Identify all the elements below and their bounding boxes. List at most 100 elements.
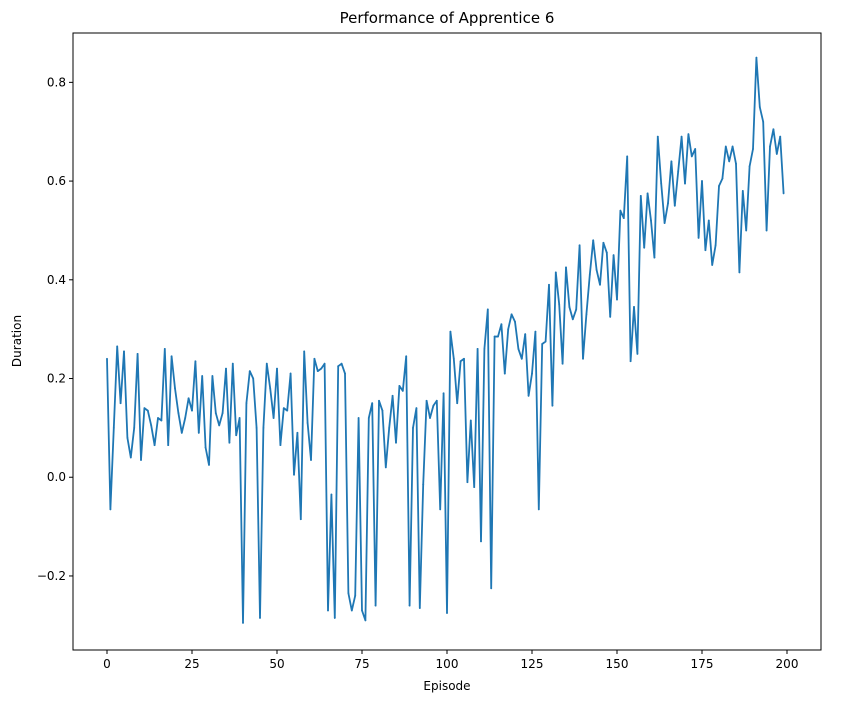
data-point (782, 192, 785, 195)
plot-area (106, 56, 785, 624)
data-point (269, 387, 272, 390)
data-point (194, 360, 197, 363)
data-point (429, 417, 431, 419)
data-point (677, 170, 680, 173)
data-point (109, 508, 112, 511)
data-point (238, 417, 241, 419)
data-point (425, 399, 428, 402)
data-point (265, 362, 268, 365)
y-tick-label: 0.4 (47, 273, 66, 287)
data-point (673, 204, 676, 207)
data-point (231, 362, 234, 365)
data-point (592, 239, 595, 242)
data-point (299, 518, 302, 521)
data-point (517, 348, 520, 350)
data-point (340, 362, 343, 365)
data-point (405, 355, 408, 358)
data-point (439, 508, 442, 511)
data-point (303, 350, 306, 353)
data-point (157, 417, 159, 419)
data-point (153, 444, 156, 447)
data-point (469, 419, 472, 422)
data-point (571, 318, 574, 321)
data-point (452, 357, 455, 360)
x-tick-label: 125 (521, 657, 544, 671)
data-point (724, 145, 727, 148)
data-point (690, 155, 693, 158)
data-point (684, 182, 686, 185)
data-point (548, 283, 550, 286)
data-point (106, 357, 108, 360)
data-point (289, 372, 292, 375)
data-point (711, 264, 714, 266)
data-point (422, 483, 425, 486)
data-point (503, 372, 506, 375)
data-point (408, 604, 411, 607)
data-point (337, 365, 340, 368)
data-point (680, 135, 683, 138)
data-point (639, 194, 642, 197)
data-point (718, 185, 720, 187)
data-point (228, 441, 231, 444)
data-point (731, 145, 734, 148)
x-tick-label: 50 (269, 657, 284, 671)
data-point (772, 128, 775, 131)
data-point (449, 330, 452, 333)
data-point (775, 153, 778, 155)
data-point (282, 407, 285, 410)
data-point (364, 619, 367, 622)
data-point (721, 177, 724, 180)
data-point (636, 352, 639, 355)
data-point (561, 362, 564, 365)
data-point (466, 481, 469, 484)
data-point (752, 148, 754, 150)
data-point (293, 473, 295, 476)
data-point (714, 244, 717, 247)
data-point (357, 417, 360, 419)
data-point (442, 392, 445, 395)
data-point (398, 385, 401, 387)
data-point (126, 436, 129, 439)
data-point (391, 394, 394, 397)
data-point (493, 335, 496, 338)
data-point (650, 219, 652, 222)
data-point (133, 426, 136, 429)
data-point (432, 404, 435, 407)
data-point (588, 273, 591, 276)
y-axis-label: Duration (10, 315, 24, 367)
data-point (582, 357, 584, 360)
data-point (741, 190, 744, 192)
data-point (333, 617, 336, 619)
data-point (667, 202, 669, 205)
data-point (602, 241, 605, 244)
data-point (568, 306, 571, 308)
data-point (344, 372, 346, 375)
data-point (435, 399, 438, 402)
data-point (214, 412, 217, 414)
data-point (609, 315, 612, 318)
data-point (507, 328, 510, 331)
data-point (163, 348, 166, 350)
data-point (575, 308, 578, 311)
data-point (167, 444, 170, 447)
data-point (412, 426, 414, 429)
data-point (446, 612, 448, 614)
data-point (170, 355, 173, 358)
data-point (208, 464, 210, 466)
data-point (765, 229, 768, 232)
data-point (191, 409, 193, 412)
y-axis: −0.2 0.0 0.2 0.4 0.6 0.8 (37, 75, 73, 583)
data-point (646, 192, 649, 195)
data-point (320, 367, 323, 370)
data-point (694, 148, 697, 150)
data-point (762, 120, 765, 123)
data-point (459, 360, 462, 363)
data-point (748, 165, 751, 168)
data-point (500, 323, 503, 326)
data-point (415, 407, 418, 410)
data-point (476, 348, 479, 350)
data-point (371, 402, 374, 405)
data-point (554, 271, 557, 274)
data-point (184, 417, 187, 419)
